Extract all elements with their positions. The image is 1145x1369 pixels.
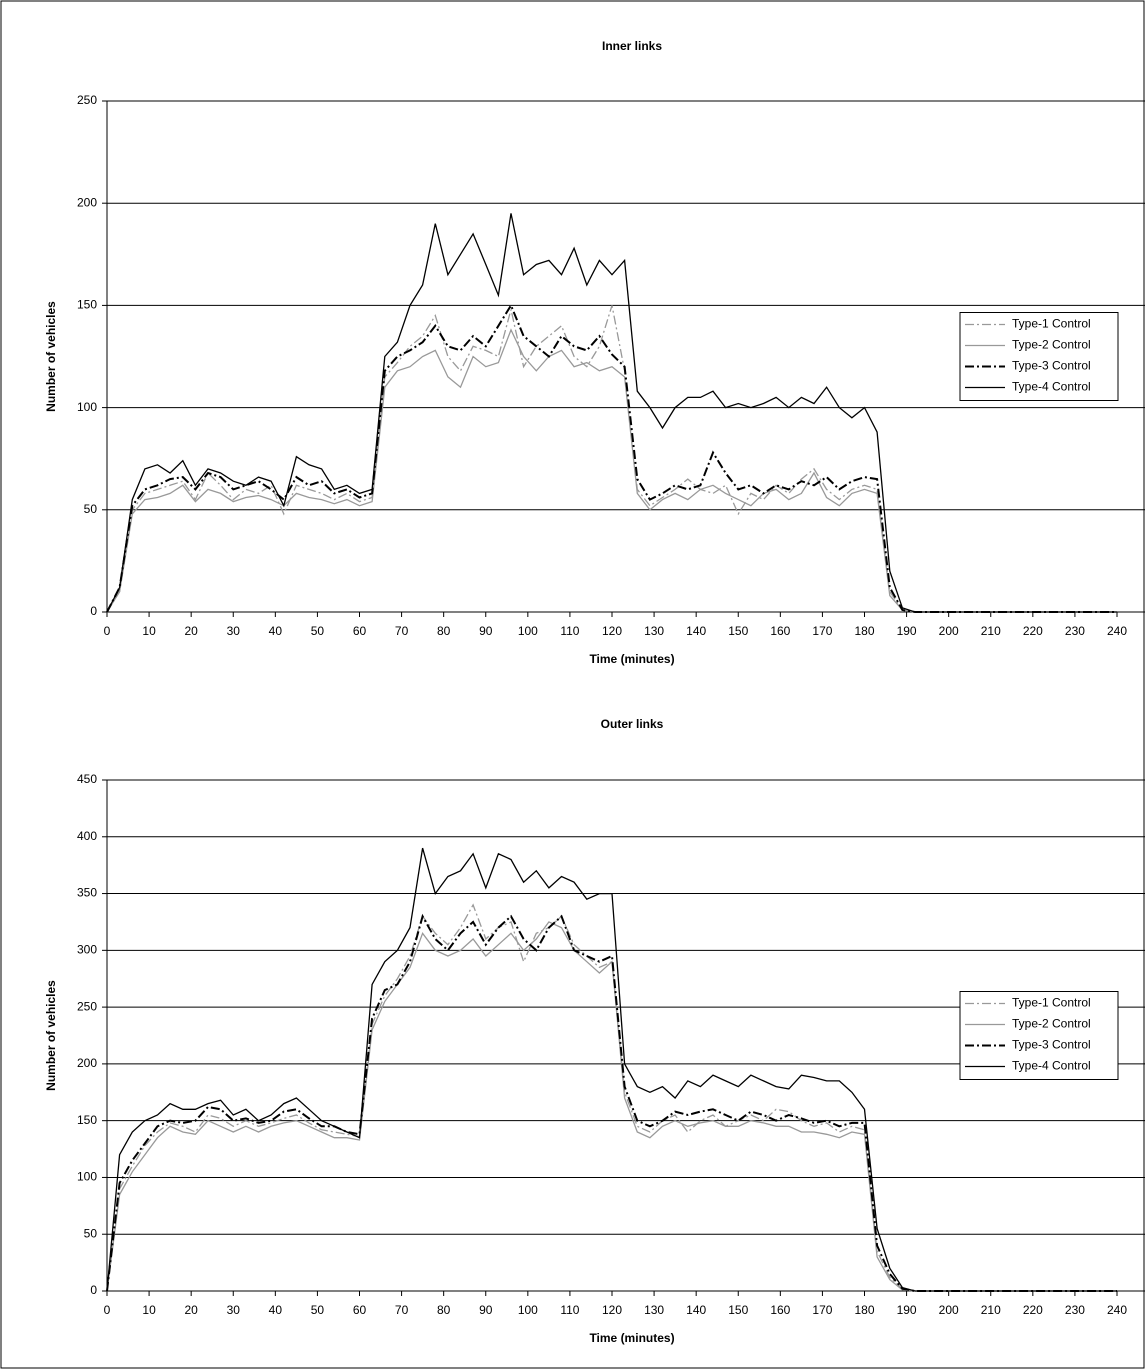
- legend-label: Type-2 Control: [1012, 1017, 1091, 1031]
- x-tick-label: 110: [560, 1303, 579, 1317]
- x-tick-label: 150: [728, 624, 748, 638]
- series-line: [106, 213, 1117, 613]
- y-tick-label: 50: [84, 502, 98, 516]
- y-tick-label: 450: [77, 772, 97, 786]
- x-tick-label: 90: [479, 624, 493, 638]
- x-tick-label: 230: [1065, 1303, 1085, 1317]
- x-tick-label: 110: [560, 624, 579, 638]
- x-tick-label: 60: [353, 1303, 367, 1317]
- legend-label: Type-3 Control: [1012, 359, 1091, 373]
- x-tick-label: 10: [142, 1303, 156, 1317]
- y-tick-label: 350: [77, 886, 97, 900]
- series-line: [106, 847, 1117, 1292]
- series-line: [106, 328, 1117, 613]
- x-tick-label: 170: [812, 1303, 832, 1317]
- legend-box: [959, 312, 1119, 401]
- x-axis-title: Time (minutes): [589, 1331, 674, 1345]
- x-tick-label: 50: [311, 1303, 325, 1317]
- y-tick-label: 0: [90, 604, 97, 618]
- chart-title: Outer links: [601, 717, 664, 731]
- x-tick-label: 90: [479, 1303, 493, 1317]
- x-tick-label: 210: [981, 1303, 1001, 1317]
- y-tick-label: 100: [77, 400, 97, 414]
- x-tick-label: 20: [184, 1303, 198, 1317]
- x-tick-label: 190: [897, 624, 917, 638]
- chart-title: Inner links: [602, 39, 662, 53]
- series-line: [106, 303, 1117, 613]
- legend-label: Type-1 Control: [1012, 317, 1091, 331]
- x-tick-label: 220: [1023, 1303, 1043, 1317]
- y-tick-label: 300: [77, 943, 97, 957]
- x-tick-label: 180: [854, 624, 874, 638]
- x-tick-label: 30: [227, 624, 241, 638]
- x-axis-title: Time (minutes): [589, 652, 674, 666]
- x-tick-label: 170: [812, 624, 832, 638]
- x-tick-label: 10: [142, 624, 156, 638]
- x-tick-label: 40: [269, 1303, 283, 1317]
- y-tick-label: 200: [77, 195, 97, 209]
- y-tick-label: 150: [77, 1113, 97, 1127]
- y-tick-label: 250: [77, 999, 97, 1013]
- x-tick-label: 30: [227, 1303, 241, 1317]
- x-tick-label: 70: [395, 1303, 409, 1317]
- y-axis-title: Number of vehicles: [44, 980, 58, 1091]
- y-tick-label: 200: [77, 1056, 97, 1070]
- x-tick-label: 230: [1065, 624, 1085, 638]
- x-tick-label: 100: [518, 624, 538, 638]
- x-tick-label: 50: [311, 624, 325, 638]
- x-tick-label: 130: [644, 624, 664, 638]
- x-tick-label: 100: [518, 1303, 538, 1317]
- x-tick-label: 240: [1107, 624, 1127, 638]
- x-tick-label: 120: [602, 624, 622, 638]
- series-line: [106, 913, 1117, 1292]
- y-tick-label: 50: [84, 1226, 98, 1240]
- x-tick-label: 70: [395, 624, 409, 638]
- x-tick-label: 0: [104, 624, 111, 638]
- x-tick-label: 180: [854, 1303, 874, 1317]
- series-line: [106, 921, 1117, 1292]
- y-tick-label: 150: [77, 298, 97, 312]
- legend-label: Type-4 Control: [1012, 380, 1091, 394]
- x-tick-label: 40: [269, 624, 283, 638]
- x-tick-label: 150: [728, 1303, 748, 1317]
- x-tick-label: 140: [686, 1303, 706, 1317]
- legend-label: Type-3 Control: [1012, 1038, 1091, 1052]
- series-line: [106, 305, 1117, 613]
- x-tick-label: 20: [184, 624, 198, 638]
- y-tick-label: 100: [77, 1170, 97, 1184]
- x-tick-label: 120: [602, 1303, 622, 1317]
- y-tick-label: 400: [77, 829, 97, 843]
- x-tick-label: 130: [644, 1303, 664, 1317]
- legend-box: [959, 991, 1119, 1080]
- x-tick-label: 210: [981, 624, 1001, 638]
- x-tick-label: 60: [353, 624, 367, 638]
- x-tick-label: 200: [939, 624, 959, 638]
- legend-label: Type-1 Control: [1012, 996, 1091, 1010]
- x-tick-label: 200: [939, 1303, 959, 1317]
- x-tick-label: 80: [437, 624, 451, 638]
- x-tick-label: 140: [686, 624, 706, 638]
- x-tick-label: 190: [897, 1303, 917, 1317]
- x-tick-label: 240: [1107, 1303, 1127, 1317]
- x-tick-label: 160: [770, 624, 790, 638]
- y-tick-label: 250: [77, 93, 97, 107]
- legend-label: Type-2 Control: [1012, 338, 1091, 352]
- legend-label: Type-4 Control: [1012, 1059, 1091, 1073]
- y-tick-label: 0: [90, 1283, 97, 1297]
- y-axis-title: Number of vehicles: [44, 301, 58, 412]
- x-tick-label: 80: [437, 1303, 451, 1317]
- x-tick-label: 160: [770, 1303, 790, 1317]
- x-tick-label: 220: [1023, 624, 1043, 638]
- x-tick-label: 0: [104, 1303, 111, 1317]
